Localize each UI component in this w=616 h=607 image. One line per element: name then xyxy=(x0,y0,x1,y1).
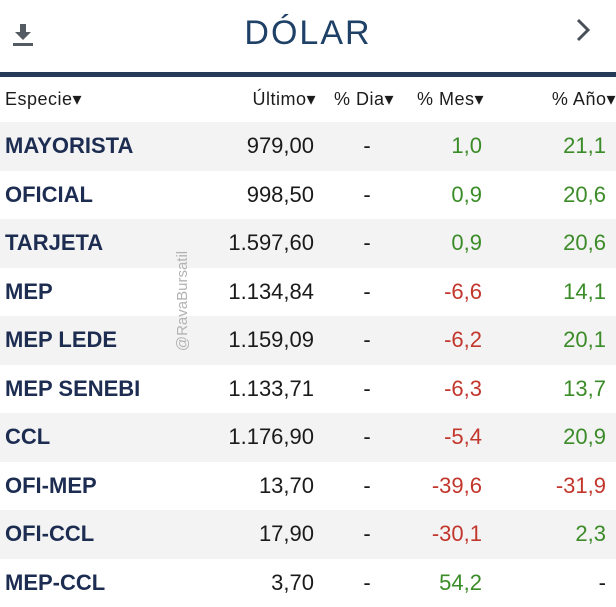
cell-name: TARJETA xyxy=(0,219,196,268)
cell-mes: -6,6 xyxy=(398,268,488,317)
cell-mes: 1,0 xyxy=(398,122,488,171)
cell-anio: -31,9 xyxy=(488,462,616,511)
cell-anio: - xyxy=(488,559,616,607)
cell-dia: - xyxy=(320,171,398,220)
cell-mes: 0,9 xyxy=(398,171,488,220)
cell-dia: - xyxy=(320,122,398,171)
next-button[interactable] xyxy=(569,14,599,48)
cell-last: 998,50 xyxy=(196,171,320,220)
column-header-dia[interactable]: % Dia▾ xyxy=(320,77,398,122)
cell-last: 979,00 xyxy=(196,122,320,171)
cell-anio: 20,9 xyxy=(488,413,616,462)
cell-last: 1.159,09 xyxy=(196,316,320,365)
cell-dia: - xyxy=(320,365,398,414)
cell-mes: -5,4 xyxy=(398,413,488,462)
cell-name: OFICIAL xyxy=(0,171,196,220)
cell-mes: -30,1 xyxy=(398,510,488,559)
cell-name: MEP LEDE xyxy=(0,316,196,365)
table-header: Especie▾Último▾% Dia▾% Mes▾% Año▾ xyxy=(0,77,616,122)
cell-anio: 13,7 xyxy=(488,365,616,414)
cell-name: OFI-MEP xyxy=(0,462,196,511)
cell-last: 1.133,71 xyxy=(196,365,320,414)
column-header-name[interactable]: Especie▾ xyxy=(0,77,196,122)
cell-dia: - xyxy=(320,559,398,607)
cell-dia: - xyxy=(320,219,398,268)
cell-mes: -6,3 xyxy=(398,365,488,414)
cell-last: 17,90 xyxy=(196,510,320,559)
cell-name: CCL xyxy=(0,413,196,462)
cell-dia: - xyxy=(320,413,398,462)
cell-last: 1.597,60 xyxy=(196,219,320,268)
cell-name: MEP-CCL xyxy=(0,559,196,607)
column-header-anio[interactable]: % Año▾ xyxy=(488,77,616,122)
header-bar: DÓLAR xyxy=(0,0,616,72)
chevron-right-icon xyxy=(569,14,599,48)
cell-name: MAYORISTA xyxy=(0,122,196,171)
cell-last: 1.176,90 xyxy=(196,413,320,462)
cell-name: OFI-CCL xyxy=(0,510,196,559)
cell-anio: 21,1 xyxy=(488,122,616,171)
cell-last: 3,70 xyxy=(196,559,320,607)
cell-mes: 54,2 xyxy=(398,559,488,607)
page-title: DÓLAR xyxy=(0,14,616,53)
cell-last: 13,70 xyxy=(196,462,320,511)
cell-dia: - xyxy=(320,462,398,511)
cell-anio: 20,6 xyxy=(488,219,616,268)
cell-mes: 0,9 xyxy=(398,219,488,268)
cell-anio: 20,1 xyxy=(488,316,616,365)
cell-anio: 2,3 xyxy=(488,510,616,559)
column-header-mes[interactable]: % Mes▾ xyxy=(398,77,488,122)
cell-anio: 14,1 xyxy=(488,268,616,317)
watermark: @RavaBursatil xyxy=(117,291,247,311)
column-header-last[interactable]: Último▾ xyxy=(196,77,320,122)
cell-anio: 20,6 xyxy=(488,171,616,220)
cell-mes: -6,2 xyxy=(398,316,488,365)
cell-mes: -39,6 xyxy=(398,462,488,511)
quotes-table: Especie▾Último▾% Dia▾% Mes▾% Año▾ MAYORI… xyxy=(0,77,616,607)
cell-dia: - xyxy=(320,510,398,559)
cell-dia: - xyxy=(320,316,398,365)
cell-name: MEP SENEBI xyxy=(0,365,196,414)
cell-dia: - xyxy=(320,268,398,317)
